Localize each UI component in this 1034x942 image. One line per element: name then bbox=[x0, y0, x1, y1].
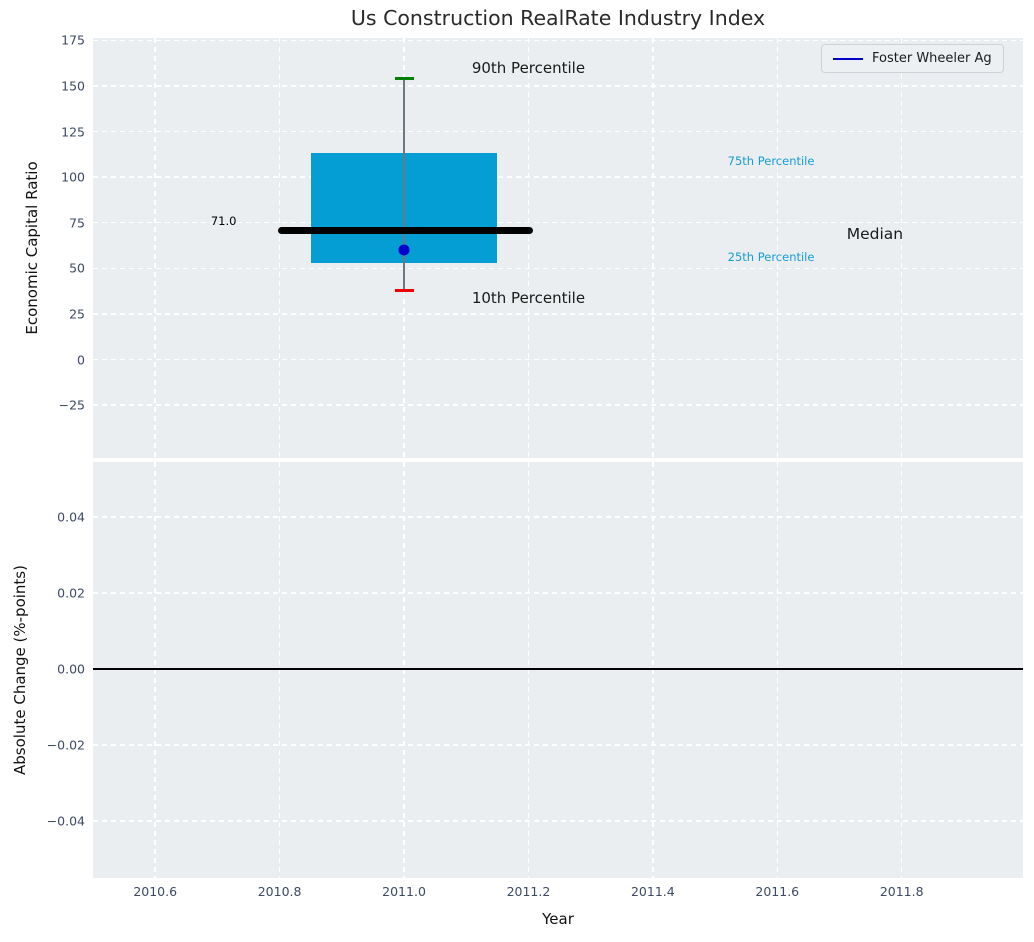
y-tick-label: 25 bbox=[69, 306, 85, 322]
y-tick-label: −25 bbox=[58, 397, 85, 413]
gridline-vertical bbox=[154, 38, 156, 458]
y-tick-label: 75 bbox=[69, 215, 85, 231]
whisker-line bbox=[403, 78, 405, 291]
gridline-horizontal bbox=[93, 744, 1023, 746]
x-tick-label: 2011.4 bbox=[630, 884, 675, 899]
median-line bbox=[277, 226, 533, 234]
y-tick-label: 175 bbox=[61, 32, 85, 48]
y-tick-label: 150 bbox=[61, 78, 85, 94]
x-tick-label: 2011.8 bbox=[879, 884, 924, 899]
gridline-vertical bbox=[900, 38, 903, 458]
y-tick-label: 0 bbox=[77, 352, 85, 368]
gridline-horizontal bbox=[93, 404, 1023, 406]
x-axis-label: Year bbox=[542, 910, 574, 928]
bottom-y-axis-label: Absolute Change (%-points) bbox=[11, 565, 29, 775]
y-tick-label: −0.02 bbox=[46, 737, 85, 753]
x-tick-label: 2010.6 bbox=[133, 884, 178, 899]
gridline-vertical bbox=[527, 38, 530, 458]
annotation-10th-percentile: 10th Percentile bbox=[471, 288, 586, 307]
legend: Foster Wheeler Ag bbox=[821, 44, 1004, 73]
gridline-vertical bbox=[776, 38, 779, 458]
top-axes-economic-capital-ratio: 90th Percentile 10th Percentile 75th Perce… bbox=[93, 38, 1023, 458]
top-y-axis-label: Economic Capital Ratio bbox=[23, 161, 41, 335]
y-tick-label: 125 bbox=[61, 124, 85, 140]
gridline-vertical bbox=[278, 38, 281, 458]
y-tick-label: 100 bbox=[61, 169, 85, 185]
chart-title: Us Construction RealRate Industry Index bbox=[350, 6, 766, 30]
annotation-71-0: 71.0 bbox=[210, 213, 237, 228]
annotation-75th-percentile: 75th Percentile bbox=[727, 153, 815, 168]
annotation-median: Median bbox=[846, 224, 904, 243]
gridline-horizontal bbox=[93, 592, 1023, 594]
gridline-horizontal bbox=[93, 130, 1023, 133]
gridline-horizontal bbox=[93, 176, 1023, 178]
gridline-horizontal bbox=[93, 516, 1023, 518]
gridline-horizontal bbox=[93, 85, 1023, 87]
x-tick-label: 2011.2 bbox=[506, 884, 551, 899]
x-tick-label: 2011.6 bbox=[755, 884, 800, 899]
annotation-90th-percentile: 90th Percentile bbox=[471, 58, 586, 77]
gridline-horizontal bbox=[93, 820, 1023, 822]
zero-line bbox=[93, 668, 1023, 671]
annotation-25th-percentile: 25th Percentile bbox=[727, 250, 815, 265]
y-tick-label: 0.00 bbox=[57, 661, 85, 677]
percentile-90-cap bbox=[394, 77, 414, 80]
gridline-horizontal bbox=[93, 39, 1023, 42]
y-tick-label: 50 bbox=[69, 260, 85, 276]
gridline-horizontal bbox=[93, 221, 1023, 224]
x-tick-label: 2010.8 bbox=[257, 884, 302, 899]
gridline-vertical bbox=[652, 38, 654, 458]
x-tick-label: 2011.0 bbox=[382, 884, 426, 899]
legend-label: Foster Wheeler Ag bbox=[872, 51, 992, 66]
gridline-horizontal bbox=[93, 358, 1023, 361]
y-tick-label: −0.04 bbox=[46, 813, 85, 829]
company-point-foster-wheeler-ag bbox=[398, 244, 410, 256]
legend-line-sample-icon bbox=[833, 57, 863, 60]
y-tick-label: 0.04 bbox=[57, 509, 85, 525]
gridline-horizontal bbox=[93, 267, 1023, 270]
y-tick-label: 0.02 bbox=[57, 585, 85, 601]
percentile-10-cap bbox=[394, 288, 414, 292]
gridline-horizontal bbox=[93, 313, 1023, 315]
bottom-axes-absolute-change bbox=[93, 462, 1023, 878]
